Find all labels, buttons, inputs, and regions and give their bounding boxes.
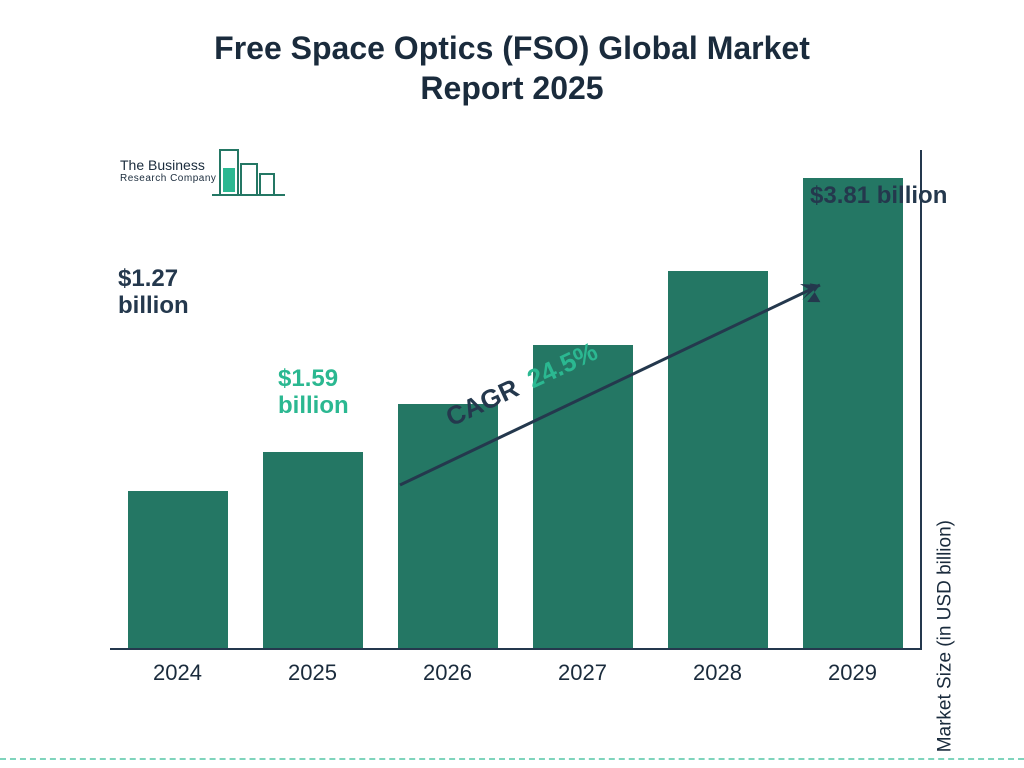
- title-line1: Free Space Optics (FSO) Global Market: [214, 30, 810, 66]
- value-label-2025: $1.59 billion: [278, 365, 398, 420]
- x-tick-label: 2028: [663, 654, 773, 690]
- bar: [533, 345, 633, 648]
- bar-col: [798, 178, 908, 648]
- bar-col: [258, 452, 368, 648]
- bar-col: [663, 271, 773, 648]
- bar-chart: 202420252026202720282029 Market Size (in…: [110, 150, 920, 690]
- value-label-2024: $1.27 billion: [118, 265, 238, 320]
- value-label-2029: $3.81 billion: [810, 182, 1010, 210]
- x-axis: [110, 648, 920, 650]
- bar-col: [393, 404, 503, 648]
- x-tick-label: 2026: [393, 654, 503, 690]
- x-tick-label: 2024: [123, 654, 233, 690]
- chart-title: Free Space Optics (FSO) Global Market Re…: [0, 0, 1024, 108]
- bar: [263, 452, 363, 648]
- x-tick-label: 2029: [798, 654, 908, 690]
- title-line2: Report 2025: [420, 70, 603, 106]
- bar: [398, 404, 498, 648]
- y-axis-label: Market Size (in USD billion): [934, 520, 956, 752]
- bar-col: [123, 491, 233, 648]
- x-labels: 2024 2025 2026 2027 2028 2029: [110, 654, 920, 690]
- x-tick-label: 2025: [258, 654, 368, 690]
- bottom-divider: [0, 758, 1024, 760]
- y-axis-right: [920, 150, 922, 650]
- bar: [668, 271, 768, 648]
- x-tick-label: 2027: [528, 654, 638, 690]
- bar: [128, 491, 228, 648]
- bar: [803, 178, 903, 648]
